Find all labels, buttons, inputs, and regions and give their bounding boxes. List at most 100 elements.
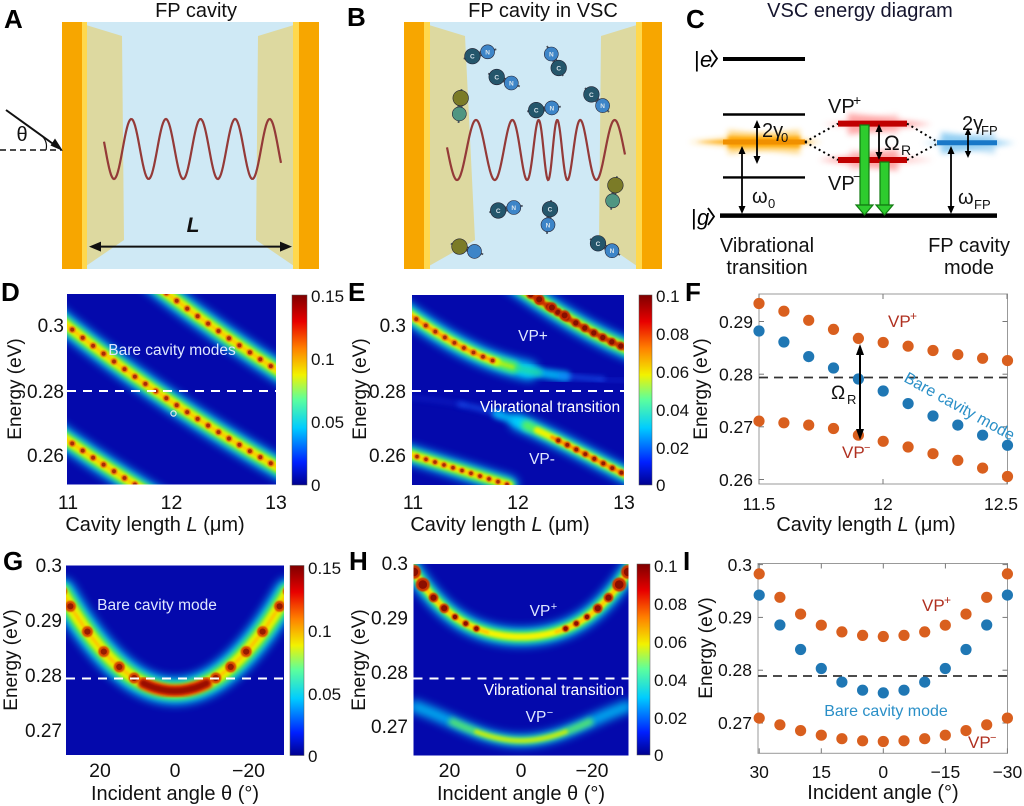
svg-text:−: − [990,732,996,744]
svg-text:0.1: 0.1 [311,350,335,369]
svg-text:0.28: 0.28 [718,660,752,680]
svg-text:0: 0 [308,747,317,766]
svg-text:0.29: 0.29 [371,609,408,630]
svg-text:0.02: 0.02 [654,709,687,728]
svg-text:−20: −20 [575,760,608,782]
svg-text:+: + [944,593,951,607]
svg-text:FP cavity: FP cavity [928,235,1010,257]
svg-text:0.26: 0.26 [719,470,753,490]
svg-text:E: E [348,277,365,307]
svg-text:Energy (eV): Energy (eV) [691,338,712,439]
svg-text:15: 15 [812,762,831,782]
svg-text:ω: ω [752,186,768,208]
svg-text:0.27: 0.27 [719,417,753,437]
svg-text:Ω: Ω [884,132,900,155]
svg-text:0.27: 0.27 [25,721,62,742]
svg-text:N: N [549,52,554,59]
svg-text:0.05: 0.05 [308,685,341,704]
svg-text:12: 12 [507,492,529,514]
svg-text:VP: VP [888,312,911,331]
svg-text:Incident angle θ (°): Incident angle θ (°) [437,783,605,805]
svg-text:0: 0 [781,130,788,145]
svg-text:VP: VP [842,443,865,462]
svg-text:C: C [686,4,705,34]
svg-text:Energy (eV): Energy (eV) [349,609,370,710]
svg-text:0.26: 0.26 [369,446,406,467]
svg-text:B: B [347,2,366,32]
svg-text:0.02: 0.02 [656,439,689,458]
svg-text:C: C [496,208,501,215]
svg-text:13: 13 [265,492,287,514]
svg-text:FP: FP [981,123,998,138]
svg-text:Energy (eV): Energy (eV) [5,338,26,439]
svg-text:13: 13 [613,492,635,514]
svg-text:0.1: 0.1 [656,287,680,306]
svg-text:θ: θ [16,124,27,146]
svg-text:11: 11 [58,492,78,514]
svg-text:0.1: 0.1 [654,557,678,576]
svg-text:VP-: VP- [529,451,555,468]
svg-text:−: − [547,707,553,719]
svg-text:0: 0 [170,760,181,782]
svg-text:−15: −15 [931,762,961,782]
svg-text:Vibrational: Vibrational [720,235,814,257]
svg-text:VP: VP [968,733,991,752]
svg-text:C: C [548,207,553,214]
svg-text:0: 0 [654,746,663,765]
svg-text:0.04: 0.04 [656,401,689,420]
svg-text:VP+: VP+ [518,328,548,345]
svg-text:0.08: 0.08 [654,595,687,614]
svg-text:−: − [853,169,861,184]
svg-text:I: I [683,546,690,576]
svg-text:Bare cavity mode: Bare cavity mode [824,703,948,720]
svg-text:C: C [534,108,539,115]
svg-text:0.28: 0.28 [719,365,753,385]
svg-text:Energy (eV): Energy (eV) [350,338,371,439]
svg-text:Cavity length L (μm): Cavity length L (μm) [776,514,955,536]
svg-text:−: − [864,442,870,454]
svg-text:0.26: 0.26 [27,446,64,467]
svg-text:0.3: 0.3 [38,316,64,337]
svg-text:0.05: 0.05 [311,413,344,432]
svg-text:Bare cavity mode: Bare cavity mode [97,597,217,614]
svg-text:0.08: 0.08 [656,325,689,344]
svg-text:0.28: 0.28 [369,382,406,403]
svg-text:VP: VP [530,603,551,620]
svg-text:0.29: 0.29 [25,611,62,632]
svg-text:N: N [610,248,615,255]
svg-text:11.5: 11.5 [743,494,776,514]
svg-text:0.27: 0.27 [718,713,752,733]
svg-text:20: 20 [89,760,111,782]
svg-text:|: | [694,47,700,72]
svg-text:VSC energy diagram: VSC energy diagram [767,0,953,22]
svg-text:11: 11 [403,492,423,514]
svg-text:H: H [349,546,368,576]
svg-text:VP: VP [828,96,855,118]
svg-text:e: e [700,47,712,72]
svg-text:2γ: 2γ [962,113,983,135]
svg-text:0.15: 0.15 [308,559,341,578]
svg-text:L: L [187,214,200,237]
svg-text:−20: −20 [232,760,265,782]
svg-text:C: C [589,92,594,99]
svg-text:mode: mode [944,257,994,279]
svg-text:Cavity length L (μm): Cavity length L (μm) [410,514,589,536]
svg-text:0.04: 0.04 [654,671,687,690]
svg-text:N: N [600,103,605,110]
svg-text:FP cavity: FP cavity [155,0,237,22]
svg-text:C: C [494,75,499,82]
svg-text:N: N [485,49,490,56]
svg-text:VP: VP [828,173,855,195]
svg-text:0: 0 [311,476,320,495]
svg-text:C: C [470,54,475,61]
svg-text:N: N [511,205,516,212]
svg-text:Vibrational transition: Vibrational transition [484,682,624,699]
svg-text:D: D [1,277,20,307]
svg-text:G: G [3,546,23,576]
svg-text:C: C [556,65,561,72]
svg-text:0.15: 0.15 [311,287,344,306]
svg-text:0: 0 [878,762,888,782]
svg-text:Incident angle θ (°): Incident angle θ (°) [91,783,259,805]
svg-text:Bare cavity modes: Bare cavity modes [108,342,236,359]
svg-text:0: 0 [656,476,665,495]
